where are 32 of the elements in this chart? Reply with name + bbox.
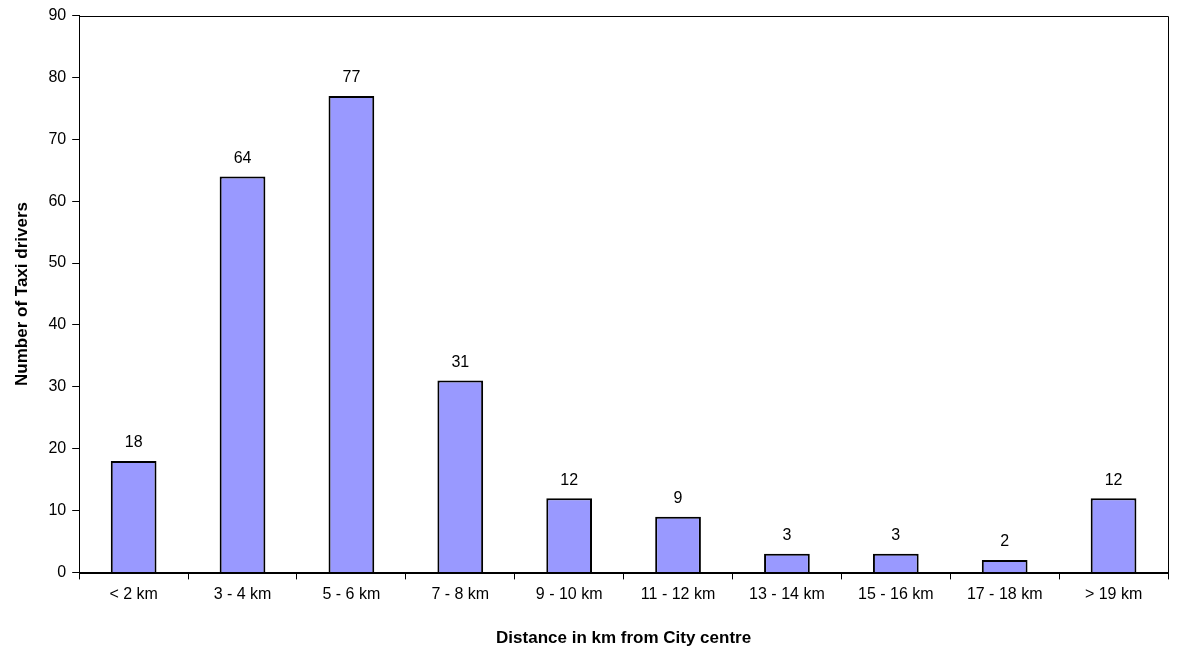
y-tick-label: 10 bbox=[48, 500, 67, 518]
y-tick-label: 40 bbox=[48, 315, 67, 333]
x-tick-label: 3 - 4 km bbox=[213, 585, 272, 603]
y-tick-label: 50 bbox=[48, 253, 67, 271]
x-tick-label: 13 - 14 km bbox=[749, 585, 825, 603]
data-label: 12 bbox=[560, 470, 579, 488]
y-tick-label: 80 bbox=[48, 67, 67, 85]
x-tick-label: 11 - 12 km bbox=[640, 585, 716, 603]
data-label: 12 bbox=[1104, 470, 1123, 488]
data-label: 3 bbox=[782, 526, 792, 544]
data-label: 9 bbox=[673, 489, 683, 507]
y-tick-label: 90 bbox=[48, 6, 67, 24]
x-tick-label: > 19 km bbox=[1084, 585, 1143, 603]
data-label: 2 bbox=[1000, 532, 1010, 550]
y-tick-label: 60 bbox=[48, 191, 67, 209]
y-axis-title: Number of Taxi drivers bbox=[11, 202, 31, 386]
data-label: 3 bbox=[891, 526, 901, 544]
data-label: 31 bbox=[451, 353, 470, 371]
data-label: 64 bbox=[233, 148, 252, 166]
x-tick-label: 15 - 16 km bbox=[858, 585, 934, 603]
x-tick-label: 7 - 8 km bbox=[431, 585, 490, 603]
x-axis-title: Distance in km from City centre bbox=[496, 628, 752, 648]
y-tick-label: 30 bbox=[48, 377, 67, 395]
x-tick-label: 9 - 10 km bbox=[535, 585, 603, 603]
y-tick-label: 70 bbox=[48, 129, 67, 147]
y-tick-label: 0 bbox=[57, 562, 67, 580]
data-label: 77 bbox=[342, 68, 361, 86]
data-label: 18 bbox=[124, 433, 143, 451]
y-tick-label: 20 bbox=[48, 439, 67, 457]
x-tick-label: 5 - 6 km bbox=[322, 585, 381, 603]
x-tick-label: 17 - 18 km bbox=[966, 585, 1043, 603]
x-tick-label: < 2 km bbox=[109, 585, 158, 603]
